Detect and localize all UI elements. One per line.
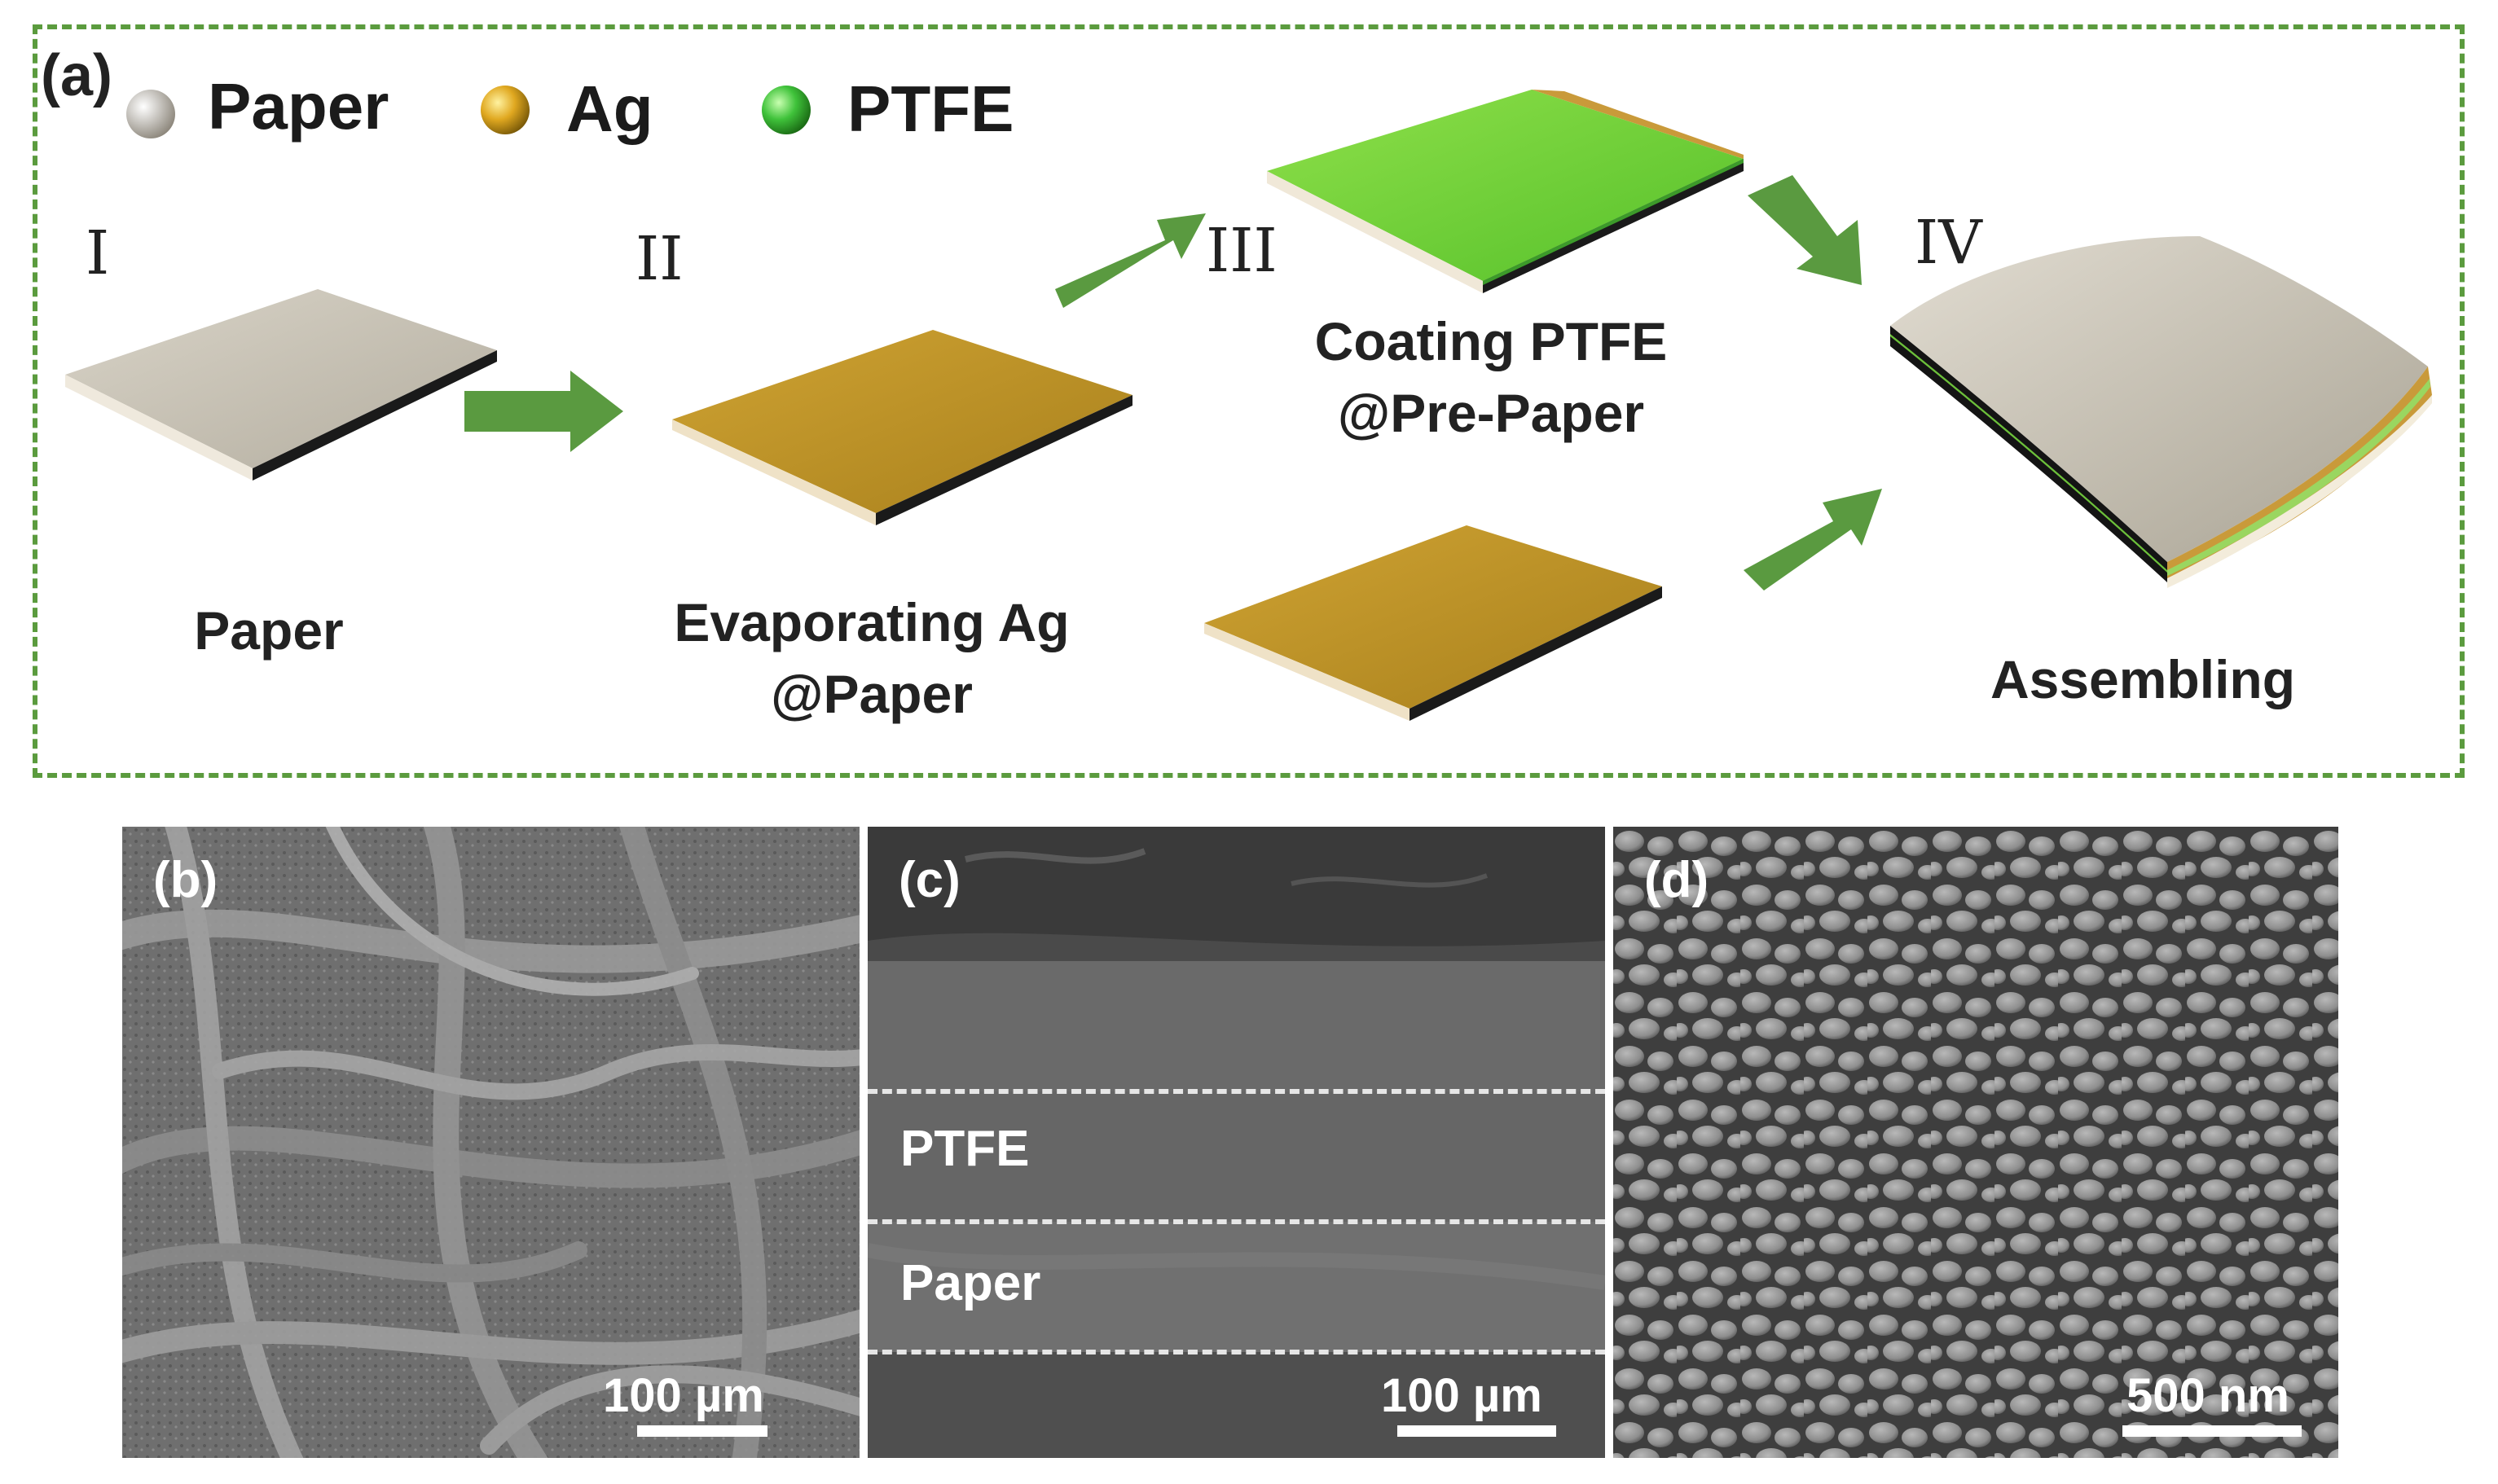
panel-d-scale-text: 500 nm	[2126, 1369, 2289, 1422]
caption-assembling: Assembling	[1939, 643, 2346, 715]
legend-paper-label: Paper	[208, 70, 389, 143]
ag-coated-paper	[672, 330, 1132, 525]
step-2-numeral: II	[635, 224, 684, 294]
ag-paper-lower	[1204, 525, 1662, 721]
arrow-4	[1744, 489, 1882, 591]
panel-b-sem-image: (b) 100 µm	[122, 827, 860, 1458]
arrow-2	[1055, 213, 1206, 308]
caption-coating-line-2: @Pre-Paper	[1337, 383, 1645, 443]
panel-c-scale-text: 100 µm	[1381, 1369, 1542, 1422]
panel-d-label: (d)	[1644, 852, 1709, 908]
caption-evaporating-line-1: Evaporating Ag	[674, 592, 1070, 652]
ag-particles-texture	[1613, 827, 2338, 1458]
caption-paper-line-1: Paper	[194, 600, 344, 661]
legend-ag-label: Ag	[566, 72, 653, 145]
cross-section-texture	[868, 827, 1605, 1458]
panel-d-sem-image: (d) 500 nm	[1613, 827, 2338, 1458]
step-3-numeral: III	[1206, 216, 1278, 286]
caption-evaporating: Evaporating Ag @Paper	[603, 586, 1141, 730]
layer-divider-1	[868, 1089, 1605, 1094]
ag-sphere-icon	[481, 86, 530, 134]
caption-assembling-line-1: Assembling	[1990, 649, 2296, 709]
arrow-3	[1748, 175, 1862, 285]
panel-c-scale-bar	[1397, 1425, 1556, 1437]
paper-fibers-texture	[122, 827, 860, 1458]
caption-coating: Coating PTFE @Pre-Paper	[1247, 305, 1735, 449]
arrow-1	[464, 371, 623, 452]
panel-c-sem-image: (c) PTFE Paper 100 µm	[868, 827, 1605, 1458]
panel-b-scale-text: 100 µm	[603, 1369, 764, 1422]
layer-paper-label: Paper	[900, 1255, 1041, 1311]
panel-b-label: (b)	[153, 852, 218, 908]
legend-ptfe-label: PTFE	[847, 72, 1014, 145]
process-illustration	[65, 90, 2432, 721]
layer-ptfe-label: PTFE	[900, 1121, 1030, 1177]
assembled-device	[1890, 236, 2432, 588]
ptfe-coated-paper	[1267, 90, 1744, 293]
paper-sphere-icon	[126, 90, 175, 138]
panel-a-label: (a)	[41, 43, 112, 108]
step-1-numeral: I	[86, 218, 110, 288]
caption-paper: Paper	[130, 595, 407, 666]
layer-divider-3	[868, 1350, 1605, 1354]
caption-coating-line-1: Coating PTFE	[1314, 311, 1668, 371]
step-4-numeral: IV	[1915, 208, 1982, 278]
panel-c-label: (c)	[899, 852, 961, 908]
layer-divider-2	[868, 1219, 1605, 1224]
ptfe-sphere-icon	[762, 86, 811, 134]
paper-sheet	[65, 289, 497, 481]
panel-a-frame	[33, 24, 2465, 778]
panel-b-scale-bar	[637, 1425, 767, 1437]
caption-evaporating-line-2: @Paper	[771, 664, 973, 724]
panel-d-scale-bar	[2122, 1425, 2302, 1437]
